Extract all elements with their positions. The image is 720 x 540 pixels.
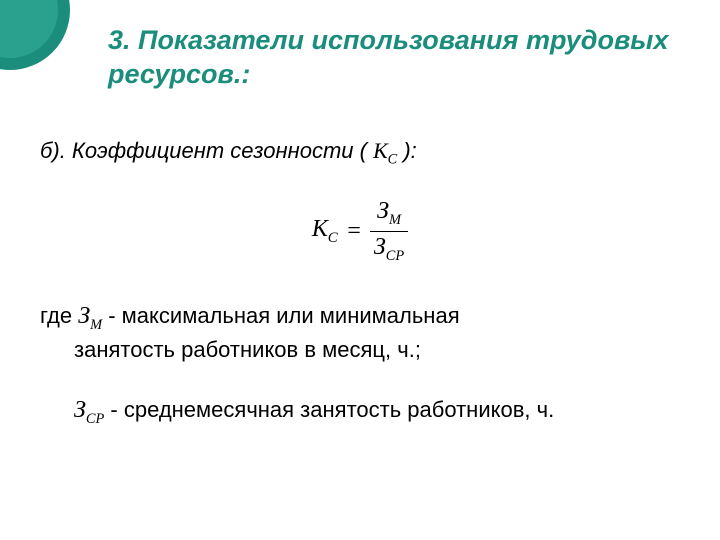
where-rest-b: занятость работников в месяц, ч.; [74, 335, 680, 365]
formula-equals: = [346, 218, 362, 245]
where-rest-a: - максимальная или минимальная [102, 303, 459, 328]
symbol-kc: КС [373, 138, 397, 163]
symbol-zm-base: З [78, 303, 90, 329]
definition-prefix: б). Коэффициент сезонности ( [40, 138, 373, 163]
formula-lhs-base: К [312, 216, 328, 242]
num-sub: М [389, 212, 401, 228]
formula-block: КС = ЗМ ЗСР [40, 198, 680, 264]
symbol-zcp: ЗСР [74, 397, 104, 423]
den-base: З [374, 234, 386, 260]
fraction-numerator: ЗМ [373, 198, 405, 229]
symbol-zm: ЗМ [78, 303, 102, 329]
den-sub: СР [386, 247, 404, 263]
num-base: З [377, 198, 389, 224]
where2-rest: - среднемесячная занятость работников, ч… [104, 397, 554, 422]
where-prefix: где [40, 303, 78, 328]
formula-lhs: КС [312, 216, 338, 247]
symbol-kc-sub: С [388, 151, 398, 167]
formula: КС = ЗМ ЗСР [312, 198, 408, 264]
formula-lhs-sub: С [328, 229, 338, 245]
where-line-1: где ЗМ - максимальная или минимальная за… [40, 300, 680, 365]
symbol-zm-sub: М [90, 317, 102, 333]
fraction-denominator: ЗСР [370, 234, 408, 265]
symbol-zcp-base: З [74, 397, 86, 423]
symbol-zcp-sub: СР [86, 411, 104, 427]
where-line-2: ЗСР - среднемесячная занятость работнико… [74, 397, 680, 428]
definition-suffix: ): [397, 138, 417, 163]
symbol-kc-base: К [373, 138, 388, 163]
slide-content: 3. Показатели использования трудовых рес… [0, 0, 720, 448]
page-title: 3. Показатели использования трудовых рес… [108, 24, 680, 92]
definition-line: б). Коэффициент сезонности ( КС ): [40, 138, 680, 168]
formula-fraction: ЗМ ЗСР [370, 198, 408, 264]
fraction-bar [370, 231, 408, 232]
